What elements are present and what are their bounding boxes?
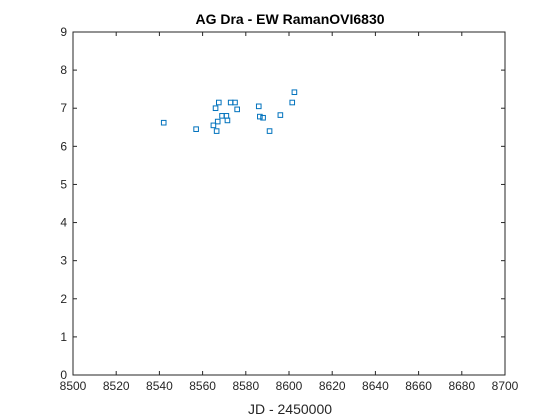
x-tick-label: 8500 [60,379,87,393]
data-point [260,114,266,121]
y-tick-label: 8 [60,63,67,77]
data-point [212,105,219,112]
y-tick-label: 6 [60,139,67,153]
data-point [193,126,199,132]
data-point [216,99,222,106]
data-point [289,99,296,106]
data-point [224,117,231,124]
x-tick-label: 8640 [362,379,389,393]
x-tick-label: 8540 [146,379,173,393]
y-tick-label: 7 [60,101,67,115]
plot-area: 8500 8520 8540 8560 8580 8600 8620 8640 8660 8680… [60,25,519,393]
data-point [257,113,263,120]
x-tick-label: 8620 [319,379,346,393]
y-tick-label: 2 [60,292,67,306]
x-tick-label: 8600 [276,379,303,393]
x-tick-label: 8520 [103,379,130,393]
data-point [266,128,273,134]
data-point [210,122,217,129]
y-tick-label: 5 [60,177,67,191]
data-point [214,118,221,125]
y-tick-label: 4 [60,216,67,230]
x-tick-label: 8660 [405,379,432,393]
data-point [277,112,284,118]
data-point [255,103,262,110]
data-point [213,128,220,134]
x-axis-label: JD - 2450000 [248,401,332,417]
data-point [160,119,167,126]
data-point [291,89,298,96]
x-tick-label: 8560 [189,379,216,393]
data-point [234,106,240,113]
x-tick-label: 8580 [232,379,259,393]
x-tick-label: 8700 [492,379,519,393]
y-tick-label: 1 [60,330,67,344]
data-point [232,99,238,106]
plot-frame [72,31,506,376]
y-tick-label: 0 [60,368,67,382]
y-tick-label: 9 [60,25,67,39]
y-tick-label: 3 [60,254,67,268]
chart-title: AG Dra - EW RamanOVI6830 [195,11,384,27]
x-tick-label: 8680 [448,379,475,393]
